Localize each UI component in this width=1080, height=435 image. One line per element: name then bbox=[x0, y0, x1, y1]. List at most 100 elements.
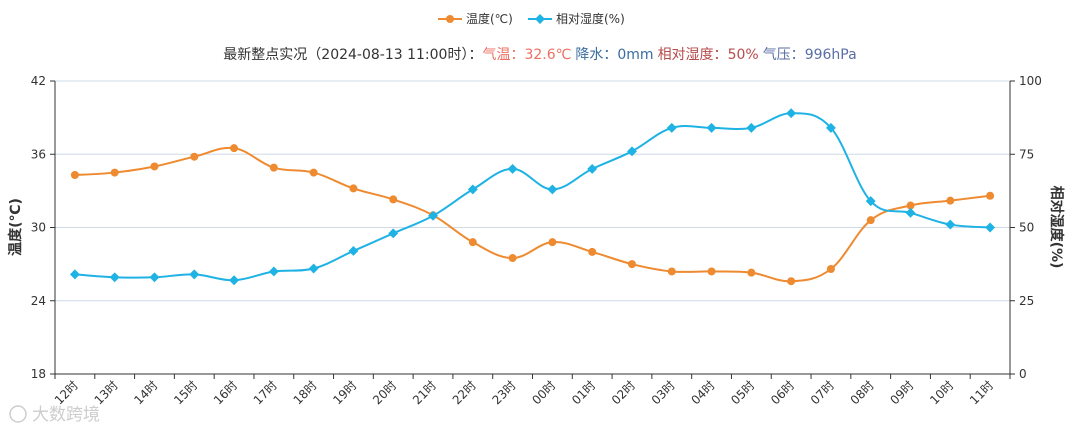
temperature-point[interactable] bbox=[269, 163, 278, 172]
watermark: 大数跨境 bbox=[9, 405, 100, 425]
x-axis-tick-label: 04时 bbox=[688, 378, 717, 407]
temperature-point[interactable] bbox=[508, 254, 517, 263]
temperature-point[interactable] bbox=[309, 168, 318, 177]
left-axis-title: 温度(℃) bbox=[7, 198, 24, 256]
humidity-point[interactable] bbox=[109, 272, 120, 283]
left-axis-tick-label: 36 bbox=[31, 147, 46, 161]
temperature-point[interactable] bbox=[826, 265, 835, 274]
temperature-point[interactable] bbox=[667, 267, 676, 276]
temperature-point[interactable] bbox=[707, 267, 716, 276]
humidity-point[interactable] bbox=[786, 108, 797, 119]
x-axis-tick-label: 09时 bbox=[887, 378, 916, 407]
humidity-point[interactable] bbox=[985, 222, 996, 233]
x-axis-tick-label: 10时 bbox=[927, 378, 956, 407]
temperature-point[interactable] bbox=[548, 238, 557, 247]
x-axis-tick-label: 22时 bbox=[450, 378, 479, 407]
temperature-point[interactable] bbox=[190, 152, 199, 161]
humidity-point[interactable] bbox=[388, 228, 399, 239]
latest-observation: 最新整点实况（2024-08-13 11:00时）：气温：32.6℃ 降水：0mm… bbox=[223, 47, 856, 63]
temperature-point[interactable] bbox=[349, 184, 358, 193]
temperature-point[interactable] bbox=[627, 260, 636, 269]
temperature-point[interactable] bbox=[70, 171, 79, 180]
temperature-point[interactable] bbox=[986, 191, 995, 200]
x-axis-tick-label: 18时 bbox=[291, 378, 320, 407]
right-axis-tick-label: 75 bbox=[1019, 147, 1034, 161]
temperature-point[interactable] bbox=[389, 195, 398, 204]
watermark-text: 大数跨境 bbox=[32, 405, 100, 425]
temperature-point[interactable] bbox=[230, 144, 239, 153]
x-axis-tick-label: 03时 bbox=[649, 378, 678, 407]
humidity-point[interactable] bbox=[627, 146, 637, 157]
humidity-point[interactable] bbox=[945, 219, 956, 230]
humidity-point[interactable] bbox=[547, 184, 558, 195]
temperature-point[interactable] bbox=[866, 216, 875, 225]
humidity-point[interactable] bbox=[746, 122, 757, 133]
humidity-point[interactable] bbox=[229, 275, 240, 286]
humidity-point[interactable] bbox=[348, 245, 359, 256]
observation-prefix: 最新整点实况（2024-08-13 11:00时）： bbox=[223, 47, 482, 63]
x-axis-tick-label: 06时 bbox=[768, 378, 797, 407]
humidity-point[interactable] bbox=[467, 184, 478, 195]
x-axis-tick-label: 12时 bbox=[52, 378, 81, 407]
x-axis-tick-label: 05时 bbox=[728, 378, 757, 407]
legend: 温度(℃) 相对湿度(%) bbox=[438, 11, 625, 26]
temperature-point[interactable] bbox=[468, 238, 477, 247]
left-axis-tick-label: 30 bbox=[31, 221, 46, 235]
humidity-point[interactable] bbox=[69, 269, 80, 280]
left-axis-tick-label: 18 bbox=[31, 367, 46, 381]
temperature-point[interactable] bbox=[906, 201, 915, 210]
x-axis-tick-label: 14时 bbox=[131, 378, 160, 407]
observation-rain-value: 0mm bbox=[617, 47, 653, 63]
humidity-point[interactable] bbox=[587, 163, 598, 174]
x-axis-tick-label: 23时 bbox=[490, 378, 519, 407]
humidity-point[interactable] bbox=[865, 196, 876, 207]
humidity-point[interactable] bbox=[308, 263, 319, 274]
legend-humidity-label: 相对湿度(%) bbox=[556, 11, 625, 26]
x-axis-tick-label: 08时 bbox=[848, 378, 877, 407]
temperature-point[interactable] bbox=[110, 168, 119, 177]
x-axis-tick-label: 16时 bbox=[211, 378, 240, 407]
x-axis-tick-label: 21时 bbox=[410, 378, 439, 407]
humidity-point[interactable] bbox=[666, 122, 677, 133]
x-axis-tick-label: 17时 bbox=[251, 378, 280, 407]
right-axis-tick-label: 0 bbox=[1019, 367, 1027, 381]
temperature-point[interactable] bbox=[150, 162, 159, 171]
observation-humidity-label: 相对湿度： bbox=[658, 47, 728, 63]
temperature-point[interactable] bbox=[588, 247, 597, 256]
right-axis-tick-label: 50 bbox=[1019, 221, 1034, 235]
observation-temp-value: 32.6℃ bbox=[524, 47, 571, 63]
humidity-point[interactable] bbox=[706, 122, 717, 133]
legend-item-humidity[interactable]: 相对湿度(%) bbox=[528, 11, 625, 26]
observation-pressure-value: 996hPa bbox=[805, 47, 857, 63]
left-axis-tick-label: 42 bbox=[31, 74, 46, 88]
right-axis-tick-label: 25 bbox=[1019, 294, 1034, 308]
temperature-point[interactable] bbox=[747, 268, 756, 277]
x-axis-tick-label: 20时 bbox=[370, 378, 399, 407]
x-axis-tick-label: 13时 bbox=[92, 378, 121, 407]
humidity-point[interactable] bbox=[268, 266, 279, 277]
humidity-point[interactable] bbox=[149, 272, 160, 283]
right-axis-title: 相对湿度(%) bbox=[1048, 186, 1065, 269]
series bbox=[69, 108, 996, 286]
temperature-point[interactable] bbox=[787, 277, 796, 286]
humidity-point[interactable] bbox=[825, 122, 836, 133]
humidity-point[interactable] bbox=[428, 210, 438, 221]
grid bbox=[55, 80, 1010, 302]
legend-humidity-marker bbox=[535, 14, 545, 24]
legend-item-temperature[interactable]: 温度(℃) bbox=[438, 11, 513, 26]
humidity-line bbox=[74, 112, 991, 282]
observation-pressure-label: 气压： bbox=[763, 47, 805, 63]
x-axis-tick-label: 15时 bbox=[171, 378, 200, 407]
x-axis-tick-label: 00时 bbox=[529, 378, 558, 407]
humidity-point[interactable] bbox=[507, 163, 518, 174]
observation-rain-label: 降水： bbox=[575, 47, 617, 63]
legend-temp-marker bbox=[446, 15, 454, 23]
humidity-point[interactable] bbox=[189, 269, 200, 280]
observation-temp-label: 气温： bbox=[482, 47, 524, 63]
observation-humidity-value: 50% bbox=[728, 47, 759, 63]
humidity-point[interactable] bbox=[905, 207, 916, 218]
x-axis-tick-label: 07时 bbox=[808, 378, 837, 407]
temperature-point[interactable] bbox=[946, 196, 955, 205]
legend-temp-label: 温度(℃) bbox=[466, 11, 513, 26]
